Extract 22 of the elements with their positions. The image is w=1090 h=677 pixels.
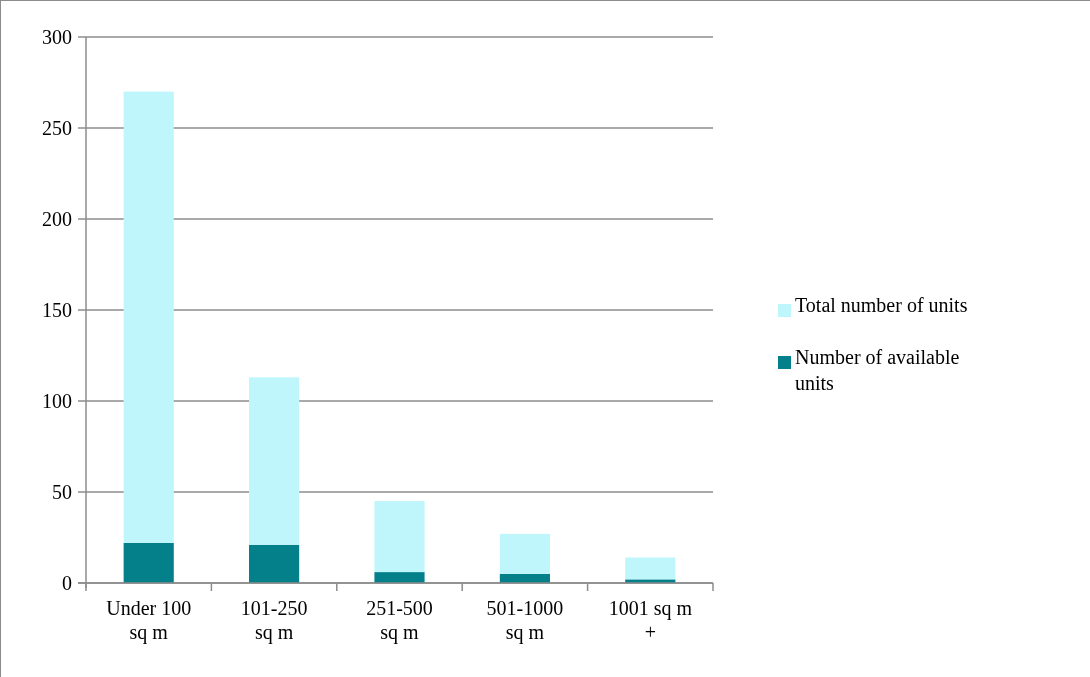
bar — [499, 533, 550, 574]
x-tick-label: 251-500 sq m — [366, 597, 433, 644]
legend-label: Number of available units — [795, 346, 960, 394]
y-tick-label: 150 — [42, 299, 72, 321]
y-tick-label: 250 — [42, 117, 72, 139]
bar — [249, 544, 300, 583]
x-tick-label: Under 100 sq m — [106, 597, 192, 644]
bar — [374, 572, 425, 583]
x-tick-label: 501-1000 sq m — [486, 597, 564, 644]
x-tick-label: 1001 sq m + — [608, 597, 693, 643]
y-tick-label: 50 — [52, 481, 72, 503]
y-tick-label: 100 — [42, 390, 72, 412]
x-tick-label: 101-250 sq m — [240, 597, 308, 644]
y-tick-label: 0 — [62, 572, 72, 594]
bar — [123, 542, 174, 583]
legend-label: Total number of units — [795, 294, 968, 316]
y-tick-label: 200 — [42, 208, 72, 230]
bar — [123, 91, 174, 543]
bar — [249, 377, 300, 545]
bar — [625, 557, 676, 580]
y-tick-label: 300 — [42, 26, 72, 48]
bar — [374, 501, 425, 573]
